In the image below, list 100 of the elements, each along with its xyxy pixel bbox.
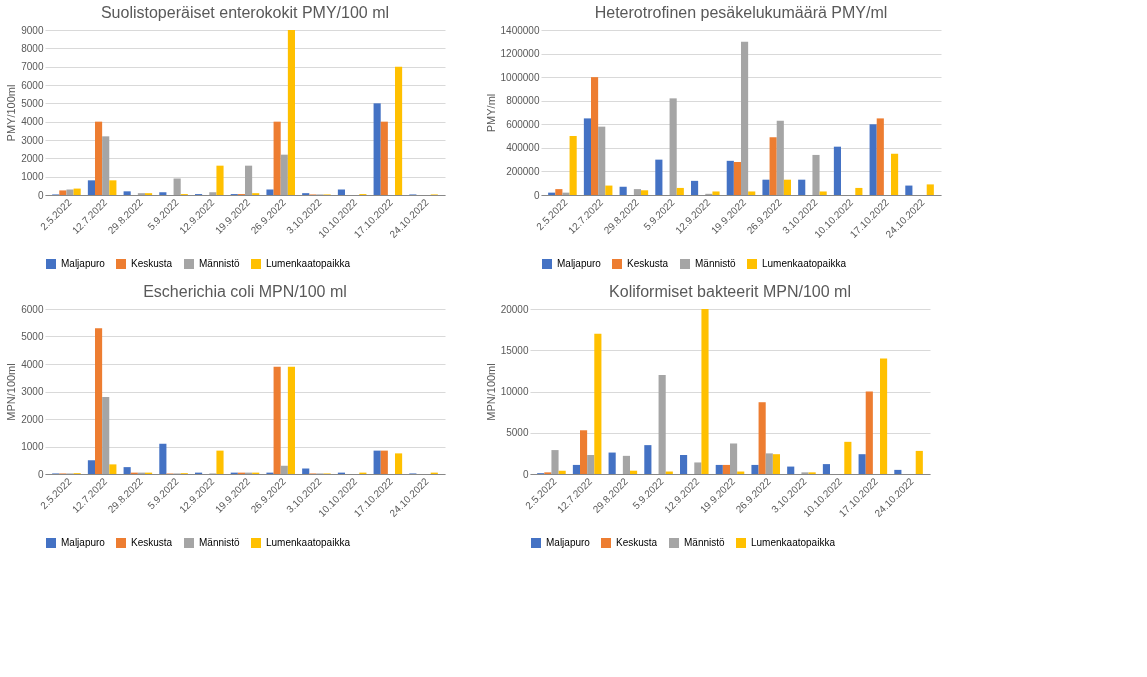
bar (159, 443, 167, 474)
chart-title: Koliformiset bakteerit MPN/100 ml (609, 283, 851, 300)
bar (583, 118, 591, 195)
bar (287, 366, 295, 474)
y-tick-label: 400000 (506, 142, 540, 154)
y-tick-label: 200000 (506, 165, 540, 177)
bar (555, 189, 563, 195)
y-tick-label: 3000 (21, 386, 44, 397)
bar (380, 121, 388, 195)
legend-label: Lumenkaatopaikka (751, 537, 836, 548)
y-tick-label: 5000 (506, 427, 529, 439)
bar (395, 453, 403, 474)
bar (926, 184, 934, 195)
bar (109, 464, 117, 474)
bar (109, 180, 117, 195)
y-tick-label: 15000 (500, 344, 529, 356)
bar (844, 441, 852, 474)
bar (772, 454, 780, 474)
bar (87, 180, 95, 195)
bar (669, 98, 677, 195)
y-tick-label: 10000 (500, 386, 529, 397)
bar (765, 453, 773, 474)
legend-label: Maljapuro (61, 537, 106, 548)
bar (865, 391, 873, 474)
bar (302, 468, 310, 474)
chart-title: Heterotrofinen pesäkelukumäärä PMY/ml (594, 4, 888, 21)
y-tick-label: 1000000 (500, 71, 540, 83)
bar (855, 187, 863, 195)
legend-label: Keskusta (131, 258, 173, 269)
y-tick-label: 1200000 (500, 48, 540, 60)
bar (769, 137, 777, 195)
bar (787, 466, 795, 474)
bar (715, 464, 723, 474)
bar (216, 450, 224, 474)
bar (337, 189, 345, 195)
bar (605, 185, 613, 195)
y-tick-label: 4000 (21, 358, 44, 370)
legend-label: Lumenkaatopaikka (762, 258, 847, 269)
bar (905, 185, 913, 195)
y-tick-label: 2000 (21, 413, 44, 425)
bar (694, 462, 702, 474)
bar (633, 189, 641, 195)
bar (894, 469, 902, 474)
chart-title: Suolistoperäiset enterokokit PMY/100 ml (100, 4, 390, 21)
bar (373, 103, 381, 195)
bar (762, 179, 770, 195)
bar (216, 165, 224, 195)
y-tick-label: 5000 (21, 97, 44, 109)
legend-label: Maljapuro (546, 537, 591, 548)
bar (95, 121, 103, 195)
bar (691, 180, 699, 195)
bar (245, 165, 253, 195)
bar (819, 191, 827, 195)
y-tick-label: 6000 (21, 79, 44, 91)
y-tick-label: 800000 (506, 95, 540, 107)
bar (730, 443, 738, 474)
bar (173, 178, 181, 195)
y-tick-label: 3000 (21, 134, 44, 146)
y-tick-label: 6000 (21, 303, 44, 315)
bar (812, 154, 820, 195)
y-axis-title: MPN/100ml (484, 363, 497, 421)
y-tick-label: 2000 (21, 152, 44, 164)
bar (619, 186, 627, 195)
bar (641, 190, 649, 195)
bar (880, 358, 888, 474)
bar (102, 136, 110, 195)
bar (287, 30, 295, 195)
y-tick-label: 1400000 (500, 24, 540, 36)
y-tick-label: 0 (37, 189, 44, 201)
legend-label: Lumenkaatopaikka (266, 537, 351, 548)
bar (622, 455, 630, 474)
bar (594, 333, 602, 474)
legend-label: Keskusta (616, 537, 658, 548)
bar (587, 455, 595, 474)
bar (209, 192, 217, 195)
bar (87, 460, 95, 474)
bar (380, 450, 388, 474)
bar (891, 153, 899, 195)
bar (59, 190, 67, 195)
legend-label: Männistö (199, 537, 241, 548)
bar (580, 430, 588, 474)
bar (658, 375, 666, 474)
y-tick-label: 5000 (21, 331, 44, 342)
legend-label: Maljapuro (61, 258, 106, 269)
bar (655, 159, 663, 195)
bar (644, 445, 652, 474)
bar (751, 464, 759, 474)
bar (741, 41, 749, 195)
y-tick-label: 20000 (500, 303, 529, 315)
y-axis-title: PMY/ml (484, 93, 497, 133)
legend-label: Männistö (684, 537, 726, 548)
bar (569, 136, 577, 195)
bar (95, 328, 103, 474)
bar (123, 191, 131, 195)
bar (273, 121, 281, 195)
bar (102, 397, 110, 474)
bar (591, 77, 599, 195)
bar (66, 189, 74, 195)
bar (551, 450, 559, 474)
bar (123, 467, 131, 474)
